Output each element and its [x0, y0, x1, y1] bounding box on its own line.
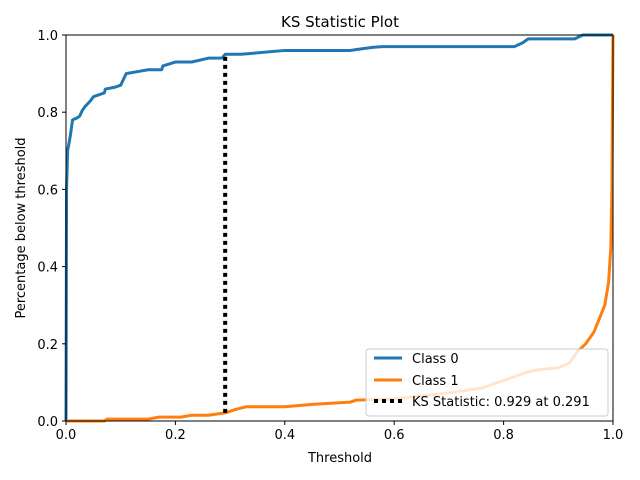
x-tick-label: 0.6 [384, 428, 405, 443]
y-tick-label: 0.4 [37, 261, 58, 276]
x-axis-label: Threshold [307, 451, 372, 466]
chart-title: KS Statistic Plot [281, 13, 399, 31]
plot-area: 0.0 0.2 0.4 0.6 0.8 1.0 0.0 0.2 0.4 0.6 0.8 1.0 [37, 29, 623, 443]
series-line-class-0 [64, 33, 613, 422]
legend-label-class-1: Class 1 [412, 374, 459, 389]
x-tick-label: 0.2 [165, 428, 186, 443]
x-tick-label: 0.4 [274, 428, 295, 443]
y-tick-label: 0.0 [37, 415, 58, 430]
legend-label-class-0: Class 0 [412, 352, 459, 367]
x-tick-label: 1.0 [603, 428, 624, 443]
legend: Class 0 Class 1 KS Statistic: 0.929 at 0… [365, 348, 609, 417]
y-tick-label: 0.8 [37, 106, 58, 121]
y-tick-label: 0.2 [37, 338, 58, 353]
legend-box [365, 348, 609, 417]
plot-frame [65, 34, 614, 422]
x-tick-label: 0.0 [56, 428, 77, 443]
y-axis-label: Percentage below threshold [14, 137, 29, 318]
y-tick-label: 1.0 [37, 29, 58, 44]
y-tick-label: 0.6 [37, 183, 58, 198]
x-tick-label: 0.8 [493, 428, 514, 443]
legend-label-ks: KS Statistic: 0.929 at 0.291 [412, 395, 590, 410]
